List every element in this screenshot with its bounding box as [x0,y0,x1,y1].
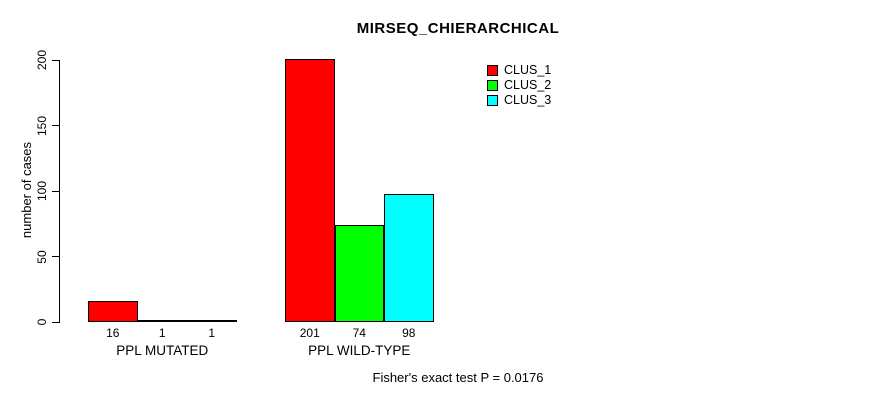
bar-value-clus-2-ppl-mutated: 1 [158,326,166,340]
y-tick-100 [52,190,60,192]
y-tick-label-100: 100 [35,180,49,202]
bar-value-clus-3-ppl-mutated: 1 [208,326,216,340]
bar-clus-2-ppl-wild-type [334,225,384,322]
y-tick-label-0: 0 [35,318,49,326]
legend-item-clus-2: CLUS_2 [487,79,551,91]
bar-value-clus-3-ppl-wild-type: 98 [402,326,416,340]
y-tick-0 [52,321,60,323]
legend-item-clus-1: CLUS_1 [487,64,551,76]
category-label-ppl-mutated: PPL MUTATED [116,343,209,358]
legend-label-clus-2: CLUS_2 [504,78,552,92]
y-tick-200 [52,59,60,61]
legend-swatch-clus-3-icon [487,94,498,106]
bar-clus-2-ppl-mutated [137,320,187,322]
legend-label-clus-3: CLUS_3 [504,93,552,107]
y-axis-line [59,60,60,323]
bar-clus-1-ppl-mutated [88,301,138,322]
bar-value-clus-2-ppl-wild-type: 74 [352,326,366,340]
chart-title: MIRSEQ_CHIERARCHICAL [356,20,560,37]
legend-label-clus-1: CLUS_1 [504,63,552,77]
y-tick-label-50: 50 [35,249,49,264]
bar-clus-1-ppl-wild-type [285,58,335,322]
bar-value-clus-1-ppl-wild-type: 201 [299,326,320,340]
bar-clus-3-ppl-mutated [187,320,237,322]
legend-item-clus-3: CLUS_3 [487,94,551,106]
y-tick-50 [52,256,60,257]
y-tick-label-200: 200 [35,49,49,71]
legend: CLUS_1 CLUS_2 CLUS_3 [487,64,551,109]
y-axis-label: number of cases [18,141,34,239]
legend-swatch-clus-2-icon [487,79,498,91]
category-label-ppl-wild-type: PPL WILD-TYPE [308,343,411,358]
bar-clus-3-ppl-wild-type [384,193,434,322]
fisher-test-annotation: Fisher's exact test P = 0.0176 [372,370,544,385]
y-tick-150 [52,125,60,126]
bar-value-clus-1-ppl-mutated: 16 [106,326,120,340]
legend-swatch-clus-1-icon [487,64,498,76]
y-tick-label-150: 150 [35,115,49,136]
